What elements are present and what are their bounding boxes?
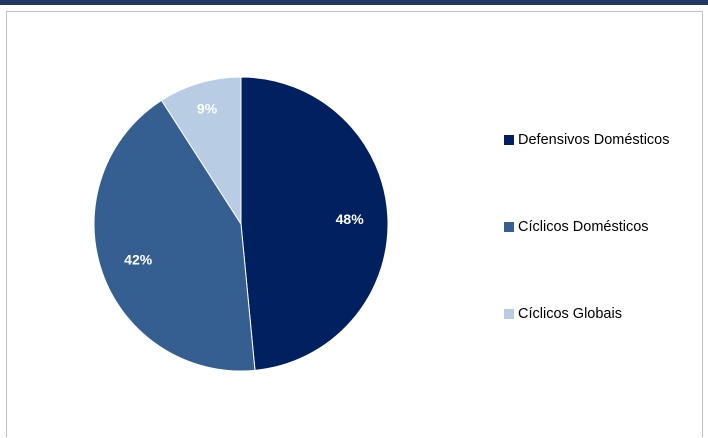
- legend-label: Cíclicos Globais: [518, 306, 622, 322]
- legend-label: Defensivos Domésticos: [518, 132, 670, 148]
- pie-slice: [160, 76, 242, 226]
- legend-swatch: [504, 135, 514, 145]
- legend-item-defensivos-domesticos: Defensivos Domésticos: [504, 132, 670, 148]
- data-label: 42%: [124, 252, 153, 268]
- legend-item-ciclicos-globais: Cíclicos Globais: [504, 306, 622, 322]
- data-label: 48%: [336, 211, 365, 227]
- legend-swatch: [504, 222, 514, 232]
- chart-frame: 48% 42% 9% Defensivos Domésticos Cíclicos …: [6, 11, 703, 437]
- data-label: 9%: [197, 100, 218, 116]
- pie-slice: [93, 99, 256, 372]
- legend-label: Cíclicos Domésticos: [518, 219, 649, 235]
- pie-chart: 48% 42% 9%: [93, 76, 389, 372]
- legend-swatch: [504, 309, 514, 319]
- top-accent-bar: [0, 0, 708, 5]
- legend-item-ciclicos-domesticos: Cíclicos Domésticos: [504, 219, 649, 235]
- pie-slice: [240, 76, 389, 371]
